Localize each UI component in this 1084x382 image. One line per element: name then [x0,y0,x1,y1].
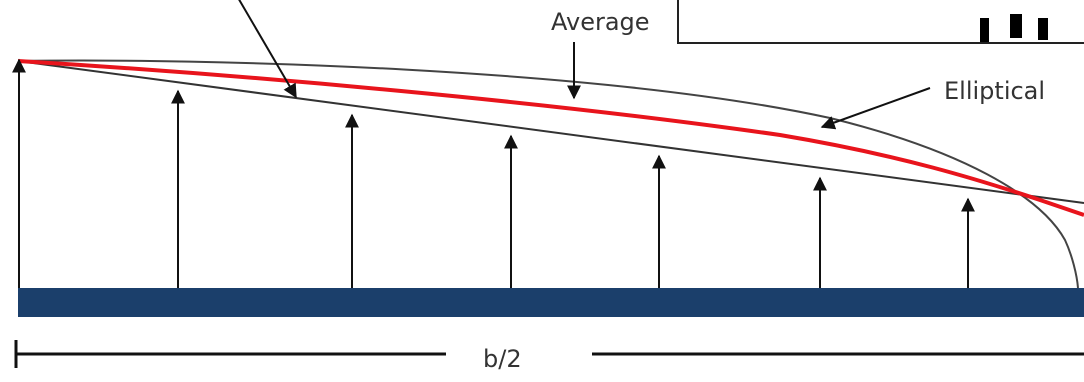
top-left-pointer-arrow [238,0,297,99]
elliptical-label: Elliptical [944,77,1045,105]
lift-arrows [12,58,975,288]
legend-box-cropped-text [980,14,1048,42]
elliptical-pointer-arrow [820,87,931,130]
average-label: Average [551,8,650,36]
average-curve [17,59,1084,217]
linear-distribution-line [17,60,1084,204]
wing-spar-bar [18,288,1084,317]
legend-box [677,0,1084,44]
span-label: b/2 [483,345,522,373]
